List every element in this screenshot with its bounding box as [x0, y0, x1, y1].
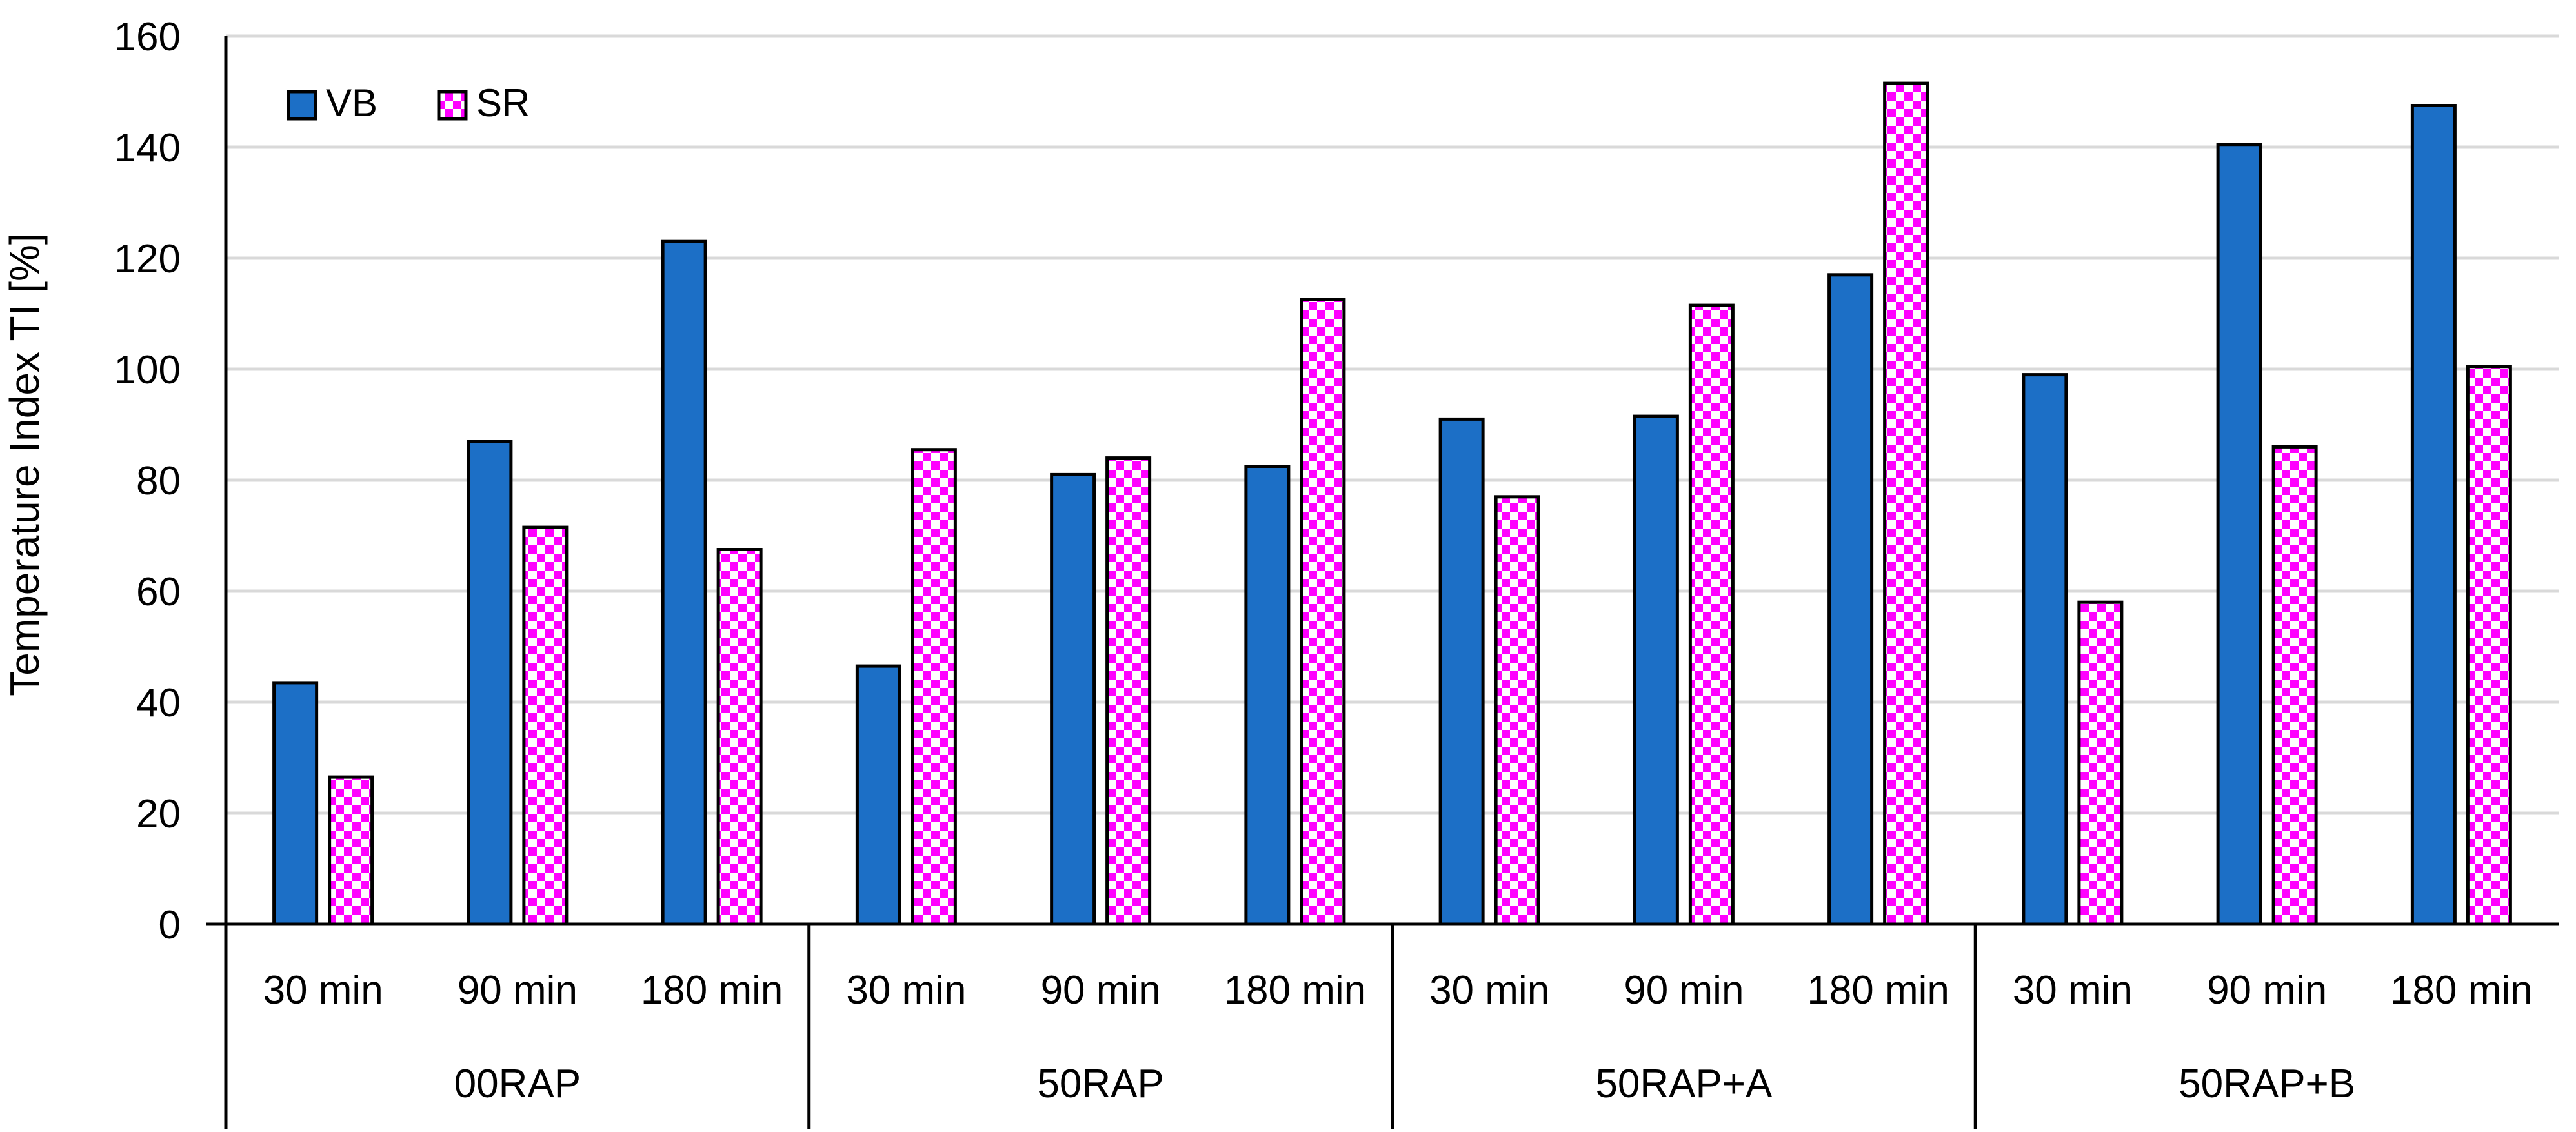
y-tick-label: 160	[114, 15, 181, 59]
bars	[272, 81, 2512, 926]
bar-sr	[2271, 445, 2318, 926]
bar-vb	[2216, 143, 2262, 926]
x-category-label: 30 min	[1429, 968, 1549, 1013]
bar-vb	[855, 664, 901, 926]
bar-sr	[716, 548, 763, 926]
bar-vb	[467, 440, 513, 926]
bar-sr	[1494, 495, 1540, 926]
x-group-label: 50RAP	[1037, 1062, 1163, 1106]
legend: VB SR	[287, 81, 530, 125]
y-axis-title: Temperature Index TI [%]	[1, 233, 48, 696]
x-category-label: 30 min	[263, 968, 383, 1013]
bar-vb	[2022, 373, 2068, 926]
x-category-label: 180 min	[641, 968, 783, 1013]
bar-sr	[328, 775, 374, 926]
bar-vb	[1438, 417, 1485, 926]
x-category-label: 30 min	[2013, 968, 2133, 1013]
x-axis-labels: 30 min 90 min 180 min 00RAP 30 min 90 min 180 …	[263, 968, 2533, 1106]
legend-label-vb: VB	[326, 81, 377, 125]
x-category-label: 90 min	[1624, 968, 1744, 1013]
x-category-label: 180 min	[1807, 968, 1949, 1013]
bar-vb	[1633, 414, 1679, 926]
bar-sr	[1300, 298, 1346, 926]
legend-swatch-sr	[437, 90, 468, 121]
x-category-label: 180 min	[1224, 968, 1367, 1013]
y-axis-ticks: 0 20 40 60 80 100 120 140 160	[114, 15, 181, 947]
x-group-label: 50RAP+B	[2179, 1062, 2355, 1106]
y-tick-label: 40	[136, 681, 181, 725]
bar-sr	[911, 448, 957, 926]
legend-swatch-vb	[287, 90, 317, 121]
bar-sr	[2077, 600, 2124, 926]
y-tick-label: 140	[114, 126, 181, 170]
bar-vb	[1244, 465, 1291, 926]
x-category-label: 30 min	[846, 968, 966, 1013]
bar-sr	[1688, 303, 1735, 926]
bar-sr	[1105, 456, 1152, 926]
gridlines	[226, 34, 2559, 815]
x-category-label: 180 min	[2390, 968, 2533, 1013]
axes	[206, 36, 2559, 1129]
y-tick-label: 60	[136, 570, 181, 614]
bar-sr	[2466, 365, 2512, 926]
x-group-label: 50RAP+A	[1595, 1062, 1773, 1106]
x-group-label: 00RAP	[454, 1062, 581, 1106]
y-tick-label: 120	[114, 237, 181, 281]
bar-vb	[2410, 104, 2457, 926]
y-tick-label: 80	[136, 459, 181, 503]
bar-vb	[272, 681, 319, 926]
x-category-label: 90 min	[458, 968, 578, 1013]
x-category-label: 90 min	[1041, 968, 1161, 1013]
bar-vb	[1050, 472, 1096, 926]
bar-vb	[661, 239, 707, 926]
x-category-label: 90 min	[2207, 968, 2327, 1013]
y-tick-label: 20	[136, 792, 181, 836]
y-tick-label: 0	[159, 903, 181, 947]
y-tick-label: 100	[114, 348, 181, 392]
bar-sr	[1883, 81, 1929, 926]
bar-vb	[1827, 273, 1874, 926]
legend-label-sr: SR	[476, 81, 530, 125]
bar-sr	[522, 525, 569, 926]
